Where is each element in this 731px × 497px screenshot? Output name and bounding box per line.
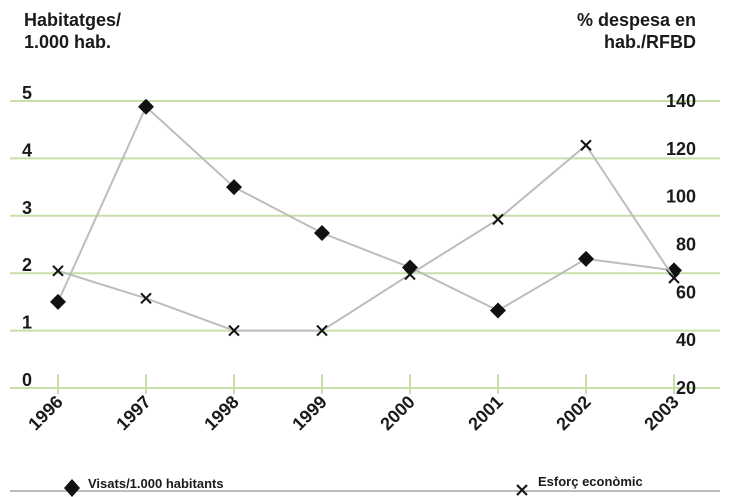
left-axis-title-line1: Habitatges/ [24,10,121,30]
right-tick-label-80: 80 [676,235,696,255]
point-1-1999 [314,225,330,241]
left-tick-label-4: 4 [22,140,32,160]
point-2-1996 [53,266,63,276]
left-axis-title-line2: 1.000 hab. [24,32,111,52]
x-tick-label-1998: 1998 [200,392,242,434]
right-axis-title-line2: hab./RFBD [604,32,696,52]
left-tick-label-0: 0 [22,370,32,390]
right-tick-label-120: 120 [666,139,696,159]
x-axis-tick-labels: 1996 1997 1998 1999 2000 2001 2002 2003 [24,392,682,434]
right-tick-label-20: 20 [676,378,696,398]
x-tick-label-2003: 2003 [640,392,682,434]
point-1-2002 [578,251,594,267]
x-tick-label-2000: 2000 [376,392,418,434]
x-tick-label-1997: 1997 [112,392,154,434]
series-line-1 [58,107,674,311]
left-tick-label-5: 5 [22,83,32,103]
x-tick-label-2002: 2002 [552,392,594,434]
right-tick-label-140: 140 [666,91,696,111]
legend: Visats/1.000 habitants Esforç econòmic [10,474,720,497]
right-axis-title-line1: % despesa en [577,10,696,30]
point-2-1997 [141,293,151,303]
series-layer [50,99,682,336]
left-tick-label-3: 3 [22,198,32,218]
legend-marker-diamond [64,479,80,497]
legend-label-series-2: Esforç econòmic [538,474,643,489]
left-tick-label-1: 1 [22,313,32,333]
right-tick-label-40: 40 [676,330,696,350]
point-1-2001 [490,303,506,319]
right-tick-label-100: 100 [666,187,696,207]
point-1-1996 [50,294,66,310]
x-tick-label-2001: 2001 [464,392,506,434]
x-tick-label-1999: 1999 [288,392,330,434]
legend-label-series-1: Visats/1.000 habitants [88,476,224,491]
left-axis-tick-labels: 0 1 2 3 4 5 [22,83,32,390]
x-tick-label-1996: 1996 [24,392,66,434]
x-axis-ticks [58,374,674,394]
right-axis-tick-labels: 20 40 60 80 100 120 140 [666,91,696,398]
left-tick-label-2: 2 [22,255,32,275]
point-2-2002 [581,140,591,150]
right-tick-label-60: 60 [676,282,696,302]
gridlines [10,101,720,388]
